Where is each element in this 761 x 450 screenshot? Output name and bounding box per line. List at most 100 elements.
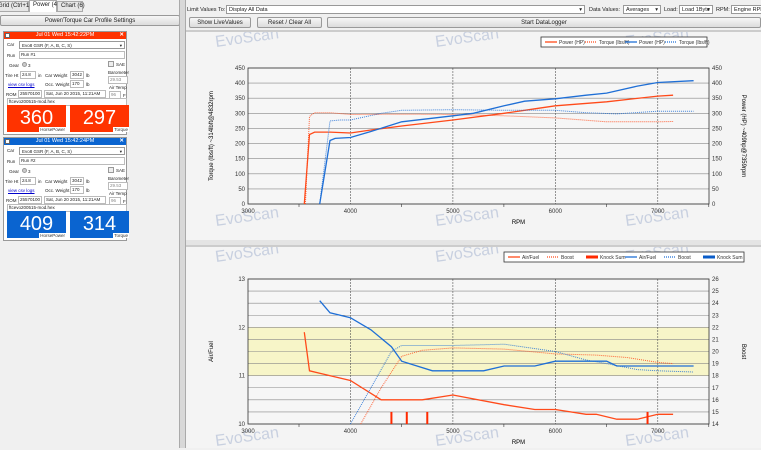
y2-tick-label: 450 [712,66,723,72]
car-weight-field[interactable]: 3042 [70,71,84,79]
y2-tick-label: 16 [712,398,719,404]
y-tick-label: 400 [235,81,246,87]
y2-tick-label: 26 [712,277,719,283]
legend-label: Power (HP) [639,40,665,46]
run-checkbox[interactable] [5,139,10,144]
series-line [360,347,674,425]
tire-height-field[interactable]: 24.8 [20,177,36,185]
occ-weight-unit: lb [86,82,90,87]
occ-weight-field[interactable]: 170 [70,186,84,194]
chart-divider[interactable] [186,240,761,245]
gear-radio[interactable] [22,62,27,67]
horsepower-display: 409 HorsePower [7,211,66,238]
torque-value: 314 [82,213,117,235]
legend [503,251,745,263]
start-datalogger-button[interactable]: Start DataLogger [327,17,761,28]
load-select[interactable]: Load 1Byte [679,5,713,14]
run-timestamp: Jul 01 Wed 15:42:22PM [35,32,95,38]
run-name-field[interactable]: Run #2 [19,157,125,165]
sae-checkbox[interactable] [108,61,114,67]
air-temp-label: Air Temp [109,85,127,90]
y2-tick-label: 250 [712,126,723,132]
legend-label: Knock Sum [600,255,626,261]
rpm-select[interactable]: Engine RPM [731,5,761,14]
close-icon[interactable]: ✕ [119,138,124,144]
y-tick-label: 10 [238,422,245,428]
knock-bar [405,411,408,424]
horsepower-display: 360 HorsePower [7,105,66,132]
run-card: Jul 01 Wed 15:42:24PM ✕ Car Evo8 GSR (F, … [3,137,129,241]
rom-field: 25570100 [18,90,42,98]
run-checkbox[interactable] [5,33,10,38]
load-label: Load: [664,7,678,13]
y-tick-label: 450 [235,66,246,72]
car-select[interactable]: Evo8 GSR (F, A, B, C, S) [19,147,125,155]
x-tick-label: 4000 [344,209,358,215]
run-timestamp: Jul 01 Wed 15:42:24PM [35,138,95,144]
y2-tick-label: 23 [712,313,719,319]
run-label: Run [7,53,16,58]
x-tick-label: 6000 [549,429,563,435]
y2-tick-label: 24 [712,301,719,307]
data-values-select[interactable]: Averages [623,5,661,14]
tire-height-field[interactable]: 24.8 [20,71,36,79]
rom-field: 25570100 [18,196,42,204]
y-tick-label: 0 [242,202,246,208]
panel-splitter[interactable] [179,0,186,448]
run-label: Run [7,159,16,164]
y-axis-label: Torque (lbs/ft) ~314lbft@4832rpm [209,91,215,181]
series-line [303,94,674,205]
x-axis-label: RPM [512,220,525,226]
horsepower-label: HorsePower [39,127,66,132]
view-csv-logs-link[interactable]: view csv logs [8,82,35,87]
occ-weight-unit: lb [86,188,90,193]
series-line [319,80,694,205]
tire-unit: in [38,179,42,184]
sae-checkbox[interactable] [108,167,114,173]
show-live-values-button[interactable]: Show LiveValues [189,17,251,28]
horsepower-value: 360 [19,107,54,129]
tab-grid[interactable]: Grid (Ctrl+1) [0,1,31,12]
rom-date-field: Sat, Jun 20 2015, 11:21AM [44,196,106,204]
horsepower-value: 409 [19,213,54,235]
y-axis-label: Air/Fuel [209,341,215,362]
view-csv-logs-link[interactable]: view csv logs [8,188,35,193]
profile-settings-button[interactable]: Power/Torque Car Profile Settings [0,15,180,26]
gear-value: 3 [28,63,31,68]
torque-label: Torque [113,233,129,238]
y2-tick-label: 300 [712,111,723,117]
y2-axis-label: Boost [740,344,746,360]
gear-radio[interactable] [22,168,27,173]
barometer-field[interactable]: 29.53 [108,76,128,84]
legend-label: Power (HP) [559,40,585,46]
rom-file-field: ftcevo200515-mod.hex [7,204,127,212]
torque-display: 314 Torque [70,211,129,238]
legend-label: Boost [561,255,574,261]
knock-bar [646,411,649,424]
y2-tick-label: 100 [712,172,723,178]
occ-weight-field[interactable]: 170 [70,80,84,88]
torque-label: Torque [113,127,129,132]
legend-label: Torque (lbs/ft) [679,40,710,46]
car-select[interactable]: Evo8 GSR (F, A, B, C, S) [19,41,125,49]
power-torque-chart: EvoScanEvoScanEvoScanEvoScanEvoScanEvoSc… [186,25,761,242]
legend-label: Air/Fuel [522,255,539,261]
x-tick-label: 3000 [241,429,255,435]
plot-frame [247,278,710,425]
tab-chart[interactable]: Chart (6) [57,1,85,12]
afr-boost-chart: EvoScanEvoScanEvoScanEvoScanEvoScanEvoSc… [186,240,761,450]
plot-area [248,68,709,204]
legend-label: Air/Fuel [639,255,656,261]
x-tick-label: 5000 [446,429,460,435]
reset-clear-all-button[interactable]: Reset / Clear All [257,17,322,28]
y-tick-label: 150 [235,157,246,163]
y-tick-label: 100 [235,172,246,178]
close-icon[interactable]: ✕ [119,32,124,38]
tab-power[interactable]: Power (4) [29,0,59,12]
limit-values-select[interactable]: Display All Data [226,5,585,14]
rom-label: ROM [6,92,17,97]
car-weight-field[interactable]: 3042 [70,177,84,185]
weight-unit: lb [86,179,90,184]
barometer-field[interactable]: 29.53 [108,182,128,190]
run-name-field[interactable]: Run #1 [19,51,125,59]
